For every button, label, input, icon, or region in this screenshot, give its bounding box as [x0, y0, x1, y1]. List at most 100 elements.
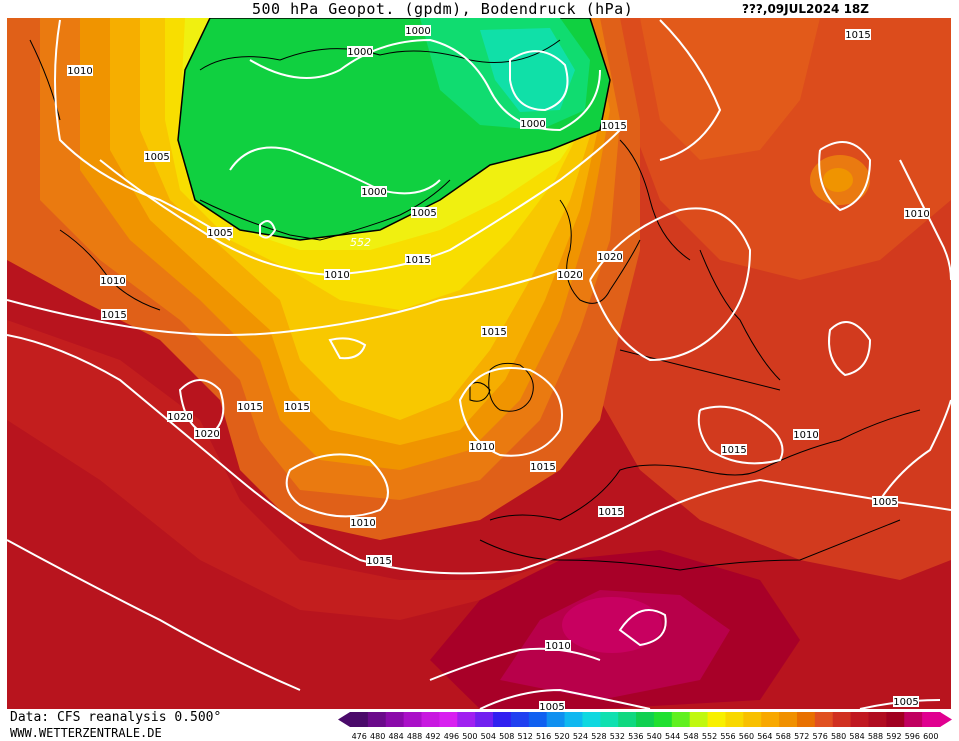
legend-tick-label: 548 [683, 732, 698, 741]
isobar-label: 1015 [237, 401, 263, 413]
legend-tick-label: 524 [573, 732, 588, 741]
isobar-label: 1010 [324, 269, 350, 281]
legend-swatch [653, 712, 673, 727]
isobar-label-text: 1010 [793, 430, 818, 441]
legend-swatch [886, 712, 905, 727]
isobar-label: 1005 [893, 696, 919, 708]
legend-tick-label: 580 [831, 732, 846, 741]
isobar-label-text: 1020 [597, 252, 622, 263]
isobar-label-text: 1015 [366, 556, 391, 567]
legend-swatch [725, 712, 744, 727]
legend-swatch [761, 712, 780, 727]
legend-tick-label: 584 [849, 732, 864, 741]
legend-swatch [618, 712, 637, 727]
isobar-label-group: 1000 1000 1000 1000 1005 1005 1005 1005 1005 1005… [67, 25, 930, 713]
isobar-label: 1010 [100, 275, 126, 287]
isobar-label: 1000 [347, 46, 373, 58]
isobar-label: 1010 [350, 517, 376, 529]
legend-swatch [457, 712, 476, 727]
legend-swatch [350, 712, 369, 727]
legend-tick-label: 544 [665, 732, 680, 741]
legend-swatch [779, 712, 798, 727]
legend-tick-label: 572 [794, 732, 809, 741]
isobar-label: 1005 [539, 701, 565, 713]
website-label: WWW.WETTERZENTRALE.DE [10, 726, 162, 740]
isobar-label-text: 1005 [207, 228, 232, 239]
legend-swatch [510, 712, 530, 727]
legend-swatch [600, 712, 619, 727]
legend-swatch [743, 712, 762, 727]
isobar-label: 1015 [366, 555, 392, 567]
isobar-label: 1020 [194, 428, 220, 440]
isobar-label-text: 1010 [67, 66, 92, 77]
isobar-label: 1015 [845, 29, 871, 41]
isobar-label: 1015 [530, 461, 556, 473]
legend-tick-label: 600 [923, 732, 938, 741]
isobar-label-text: 1000 [347, 47, 372, 58]
legend-swatch [546, 712, 566, 727]
isobar-label-text: 1010 [545, 641, 570, 652]
isobar-label-text: 1010 [469, 442, 494, 453]
isobar-label: 1015 [284, 401, 310, 413]
legend-swatch [707, 712, 726, 727]
isobar-label: 1005 [207, 227, 233, 239]
legend-tick-label: 516 [536, 732, 551, 741]
legend-swatch [582, 712, 601, 727]
isobar-label-text: 1015 [601, 121, 626, 132]
legend-swatch [868, 712, 887, 727]
color-legend: 476 480 484 488 492 496 500 504 508 512 516 520 524 5… [338, 712, 952, 741]
legend-tick-label: 568 [776, 732, 791, 741]
isobar-label-text: 1015 [284, 402, 309, 413]
geopotential-label: 552 [350, 236, 371, 249]
isobar-label: 1010 [904, 208, 930, 220]
isobar-label-text: 1020 [557, 270, 582, 281]
isobar-label-text: 1015 [481, 327, 506, 338]
legend-swatch [814, 712, 834, 727]
isobar-label: 1020 [597, 251, 623, 263]
legend-swatch [439, 712, 458, 727]
isobar-label: 1010 [469, 441, 495, 453]
isobar-label: 1000 [361, 186, 387, 198]
isobar-label-text: 1000 [405, 26, 430, 37]
legend-swatch [367, 712, 387, 727]
run-date-label: ???,09JUL2024 18Z [742, 2, 869, 16]
legend-tick-label: 592 [886, 732, 901, 741]
isobar-label-text: 1010 [100, 276, 125, 287]
isobar-label-text: 1005 [411, 208, 436, 219]
isobar-label: 1000 [405, 25, 431, 37]
legend-tick-label: 520 [554, 732, 569, 741]
isobar-label-text: 1015 [530, 462, 555, 473]
isobar-label-text: 1005 [539, 702, 564, 713]
isobar-label-text: 1000 [361, 187, 386, 198]
isobar-label-text: 1005 [872, 497, 897, 508]
isobar-label-text: 1015 [101, 310, 126, 321]
isobar-label: 1015 [598, 506, 624, 518]
legend-swatch [385, 712, 405, 727]
legend-tick-label: 504 [481, 732, 496, 741]
isobar-label-text: 1015 [405, 255, 430, 266]
legend-tick-label: 496 [444, 732, 459, 741]
legend-swatch [689, 712, 709, 727]
isobar-label: 1005 [411, 207, 437, 219]
legend-swatch [493, 712, 512, 727]
isobar-label: 1015 [405, 254, 431, 266]
isobar-label: 1000 [520, 118, 546, 130]
isobar-label-text: 1020 [167, 412, 192, 423]
legend-tick-label: 556 [720, 732, 735, 741]
legend-tick-label: 488 [407, 732, 422, 741]
isobars [7, 19, 951, 709]
isobar-label: 1005 [144, 151, 170, 163]
legend-swatch [475, 712, 494, 727]
legend-tick-label: 596 [905, 732, 920, 741]
legend-tick-label: 508 [499, 732, 514, 741]
isobar-label-text: 1015 [237, 402, 262, 413]
legend-tick-label: 492 [425, 732, 440, 741]
legend-tick-label: 536 [628, 732, 643, 741]
isobar-label: 1015 [721, 444, 747, 456]
legend-swatch [421, 712, 440, 727]
legend-tick-label: 480 [370, 732, 385, 741]
isobar-label-text: 1015 [845, 30, 870, 41]
geopotential-fill [7, 18, 951, 709]
contour-labels: 552 [350, 236, 371, 249]
